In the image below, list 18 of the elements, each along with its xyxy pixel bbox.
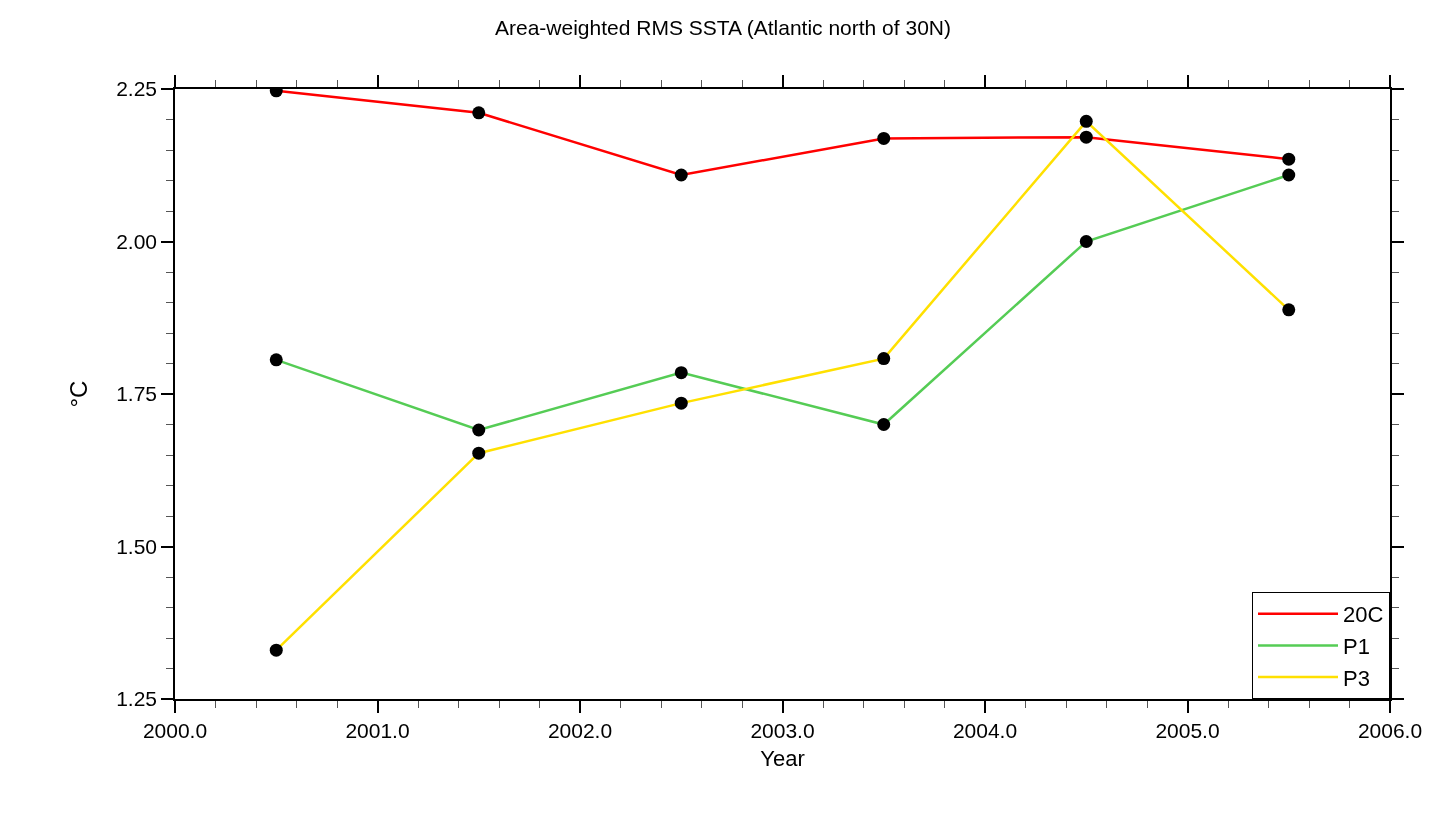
y-tick-label: 2.25 [116,77,158,101]
legend-label: 20C [1343,602,1384,628]
legend-label: P3 [1343,665,1370,691]
chart-title: Area-weighted RMS SSTA (Atlantic north of 30N) [495,16,951,40]
y-axis-title: °C [64,380,92,408]
x-axis-title: Year [760,746,805,772]
y-tick-label: 1.25 [116,687,158,711]
x-tick-label: 2003.0 [750,718,815,742]
x-tick-label: 2006.0 [1357,718,1423,742]
x-tick-label: 2002.0 [547,718,613,742]
legend-label: P1 [1343,633,1370,659]
x-tick-label: 2000.0 [142,718,208,742]
x-tick-label: 2001.0 [345,718,410,742]
y-tick-label: 2.00 [116,229,158,253]
x-tick-label: 2005.0 [1155,718,1220,742]
y-tick-label: 1.75 [116,382,158,406]
x-tick-label: 2004.0 [952,718,1018,742]
y-tick-label: 1.50 [116,534,158,558]
